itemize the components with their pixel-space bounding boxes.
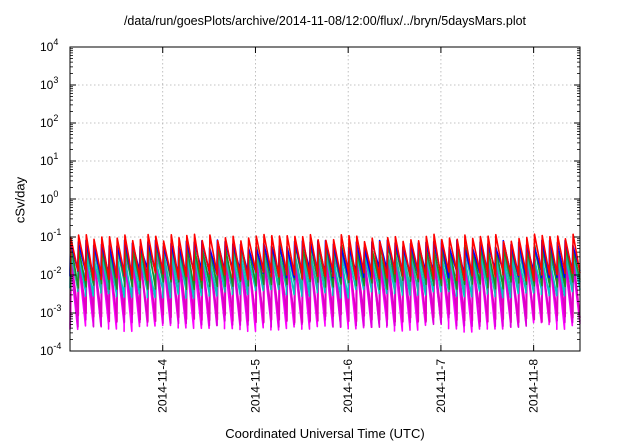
x-axis-label: Coordinated Universal Time (UTC) xyxy=(225,426,425,441)
chart-title: /data/run/goesPlots/archive/2014-11-08/1… xyxy=(123,14,527,28)
y-tick-label: 10-1 xyxy=(40,227,61,244)
series-line-8 xyxy=(69,233,581,282)
y-tick-label: 10-3 xyxy=(40,303,61,320)
y-tick-label: 10-2 xyxy=(40,265,61,282)
y-tick-label: 100 xyxy=(40,189,58,206)
y-tick-label: 10-4 xyxy=(40,341,61,358)
series-group xyxy=(69,233,581,333)
y-tick-label: 101 xyxy=(40,151,58,168)
x-tick-label: 2014-11-5 xyxy=(248,359,262,413)
y-tick-label: 104 xyxy=(40,37,58,54)
tick-group: 10-4 10-3 10-2 10-1 100 101 102 103 104 2014-11-4… xyxy=(40,37,580,413)
x-tick-label: 2014-11-7 xyxy=(434,359,448,413)
x-tick-label: 2014-11-8 xyxy=(527,359,541,413)
y-tick-label: 103 xyxy=(40,75,58,92)
y-tick-label: 102 xyxy=(40,113,58,130)
x-tick-label: 2014-11-6 xyxy=(341,359,355,413)
x-tick-label: 2014-11-4 xyxy=(156,359,170,413)
